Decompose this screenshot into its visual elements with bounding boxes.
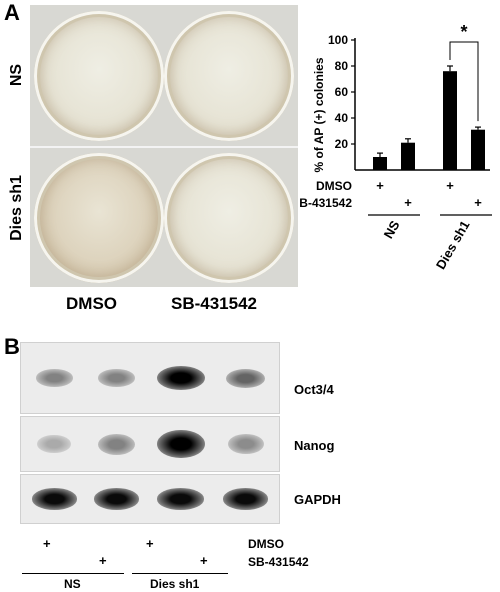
treatment-label-1: SB-431542 (300, 196, 352, 210)
significance-star: * (460, 22, 467, 42)
bar-3 (471, 129, 485, 170)
significance-bracket (449, 41, 479, 122)
blot-gapdh (20, 474, 280, 524)
col-label-sb: SB-431542 (171, 294, 258, 313)
plate-photo (30, 5, 298, 287)
y-tick-label-2: 60 (335, 85, 349, 99)
band-0-0 (35, 369, 73, 387)
dish-ns-sb (164, 11, 294, 141)
band-2-0 (31, 488, 77, 510)
band-1-2 (156, 429, 205, 459)
y-tick-label-1: 40 (335, 111, 349, 125)
blot-nanog (20, 416, 280, 472)
y-tick-label-0: 20 (335, 137, 349, 151)
band-1-1 (98, 433, 136, 455)
band-1-3 (227, 433, 264, 455)
col-label-dmso: DMSO (66, 294, 117, 313)
blot-label-nanog: Nanog (294, 438, 335, 453)
panel-b-label: B (4, 334, 20, 359)
band-2-3 (223, 488, 269, 510)
group-label-ns: NS (381, 218, 403, 241)
treatment-label-0: DMSO (316, 179, 352, 193)
photo-divider (30, 146, 298, 148)
bar-1 (401, 142, 415, 170)
b-group-line-diessh1 (132, 573, 228, 574)
ap-colony-chart: 20 40 60 80 100% of AP (+) colonies * DMSO + + SB… (300, 22, 492, 272)
b-group-ns: NS (64, 577, 81, 591)
dish-diessh1-dmso (34, 153, 164, 283)
y-axis-label: % of AP (+) colonies (312, 57, 326, 172)
y-tick-label-3: 80 (335, 59, 349, 73)
b-sb-label: SB-431542 (248, 555, 309, 569)
blot-label-gapdh: GAPDH (294, 492, 341, 507)
b-group-line-ns (22, 573, 124, 574)
row-label-diessh1: Dies sh1 (8, 175, 25, 241)
b-group-diessh1: Dies sh1 (150, 577, 200, 591)
blot-label-oct34: Oct3/4 (294, 382, 334, 397)
b-sb-mark-2: + (99, 553, 107, 568)
b-dmso-mark-1: + (43, 536, 51, 551)
band-2-2 (157, 488, 205, 510)
band-2-1 (94, 488, 140, 510)
group-label-diessh1: Dies sh1 (433, 218, 473, 272)
treatment-mark-1-1: + (404, 195, 412, 210)
treatment-mark-0-0: + (376, 178, 384, 193)
bar-0 (373, 157, 387, 170)
band-0-3 (226, 368, 266, 388)
band-0-1 (98, 369, 136, 387)
bar-2 (443, 71, 457, 170)
dish-ns-dmso (34, 11, 164, 141)
band-0-2 (156, 366, 205, 390)
dish-diessh1-sb (164, 153, 294, 283)
row-label-ns: NS (8, 63, 25, 87)
b-dmso-label: DMSO (248, 537, 284, 551)
band-1-0 (37, 434, 72, 454)
treatment-mark-0-2: + (446, 178, 454, 193)
panel-a-label: A (4, 0, 20, 25)
y-tick-label-4: 100 (328, 33, 348, 47)
blot-oct34 (20, 342, 280, 414)
b-sb-mark-4: + (200, 553, 208, 568)
b-dmso-mark-3: + (146, 536, 154, 551)
treatment-mark-1-3: + (474, 195, 482, 210)
